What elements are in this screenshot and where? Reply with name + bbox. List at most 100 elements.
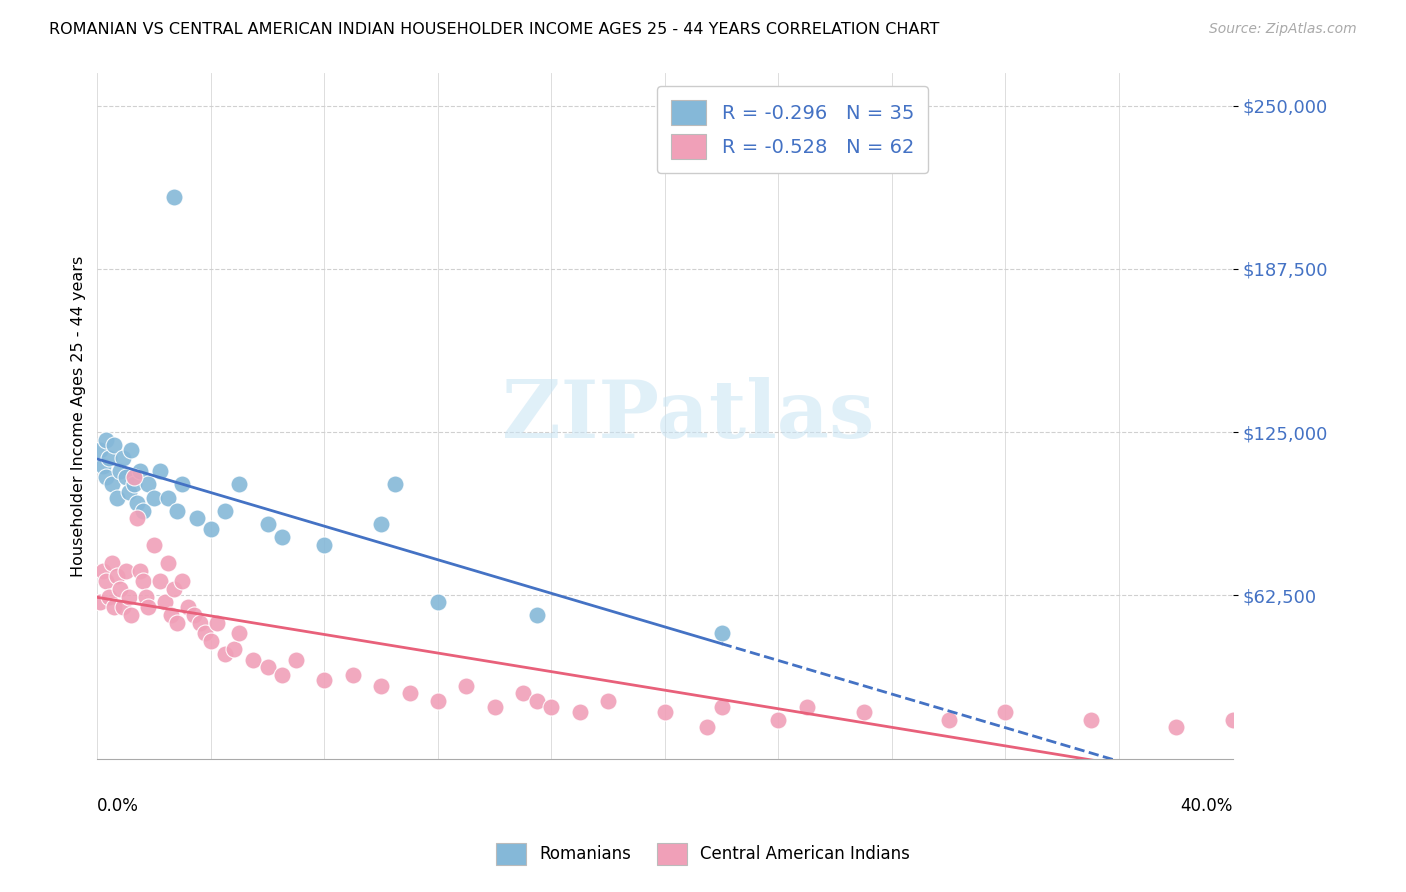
Point — [598, 694, 620, 708]
Point — [97, 451, 120, 466]
Point — [163, 582, 186, 596]
Point — [370, 516, 392, 531]
Point — [512, 686, 534, 700]
Point — [157, 491, 180, 505]
Point — [114, 564, 136, 578]
Point — [242, 652, 264, 666]
Point — [270, 530, 292, 544]
Point — [796, 699, 818, 714]
Point — [342, 668, 364, 682]
Point — [256, 516, 278, 531]
Point — [132, 574, 155, 588]
Text: 40.0%: 40.0% — [1180, 797, 1233, 814]
Point — [186, 511, 208, 525]
Point — [108, 464, 131, 478]
Point — [91, 459, 114, 474]
Point — [120, 443, 142, 458]
Text: ZIPatlas: ZIPatlas — [502, 377, 873, 455]
Point — [526, 608, 548, 623]
Point — [568, 705, 591, 719]
Point — [103, 600, 125, 615]
Point — [143, 537, 166, 551]
Point — [100, 477, 122, 491]
Point — [994, 705, 1017, 719]
Point — [314, 537, 336, 551]
Point — [91, 564, 114, 578]
Point — [540, 699, 562, 714]
Point — [129, 564, 152, 578]
Point — [256, 660, 278, 674]
Point — [194, 626, 217, 640]
Point — [103, 438, 125, 452]
Text: 0.0%: 0.0% — [97, 797, 139, 814]
Point — [94, 469, 117, 483]
Legend: R = -0.296   N = 35, R = -0.528   N = 62: R = -0.296 N = 35, R = -0.528 N = 62 — [658, 87, 928, 173]
Point — [100, 556, 122, 570]
Text: Source: ZipAtlas.com: Source: ZipAtlas.com — [1209, 22, 1357, 37]
Point — [710, 699, 733, 714]
Point — [1222, 713, 1244, 727]
Point — [1080, 713, 1102, 727]
Point — [89, 595, 111, 609]
Point — [1164, 721, 1187, 735]
Point — [222, 642, 245, 657]
Text: ROMANIAN VS CENTRAL AMERICAN INDIAN HOUSEHOLDER INCOME AGES 25 - 44 YEARS CORREL: ROMANIAN VS CENTRAL AMERICAN INDIAN HOUS… — [49, 22, 939, 37]
Point — [166, 615, 188, 630]
Point — [484, 699, 506, 714]
Point — [125, 511, 148, 525]
Point — [270, 668, 292, 682]
Point — [117, 485, 139, 500]
Point — [97, 590, 120, 604]
Point — [710, 626, 733, 640]
Point — [200, 522, 222, 536]
Point — [456, 679, 478, 693]
Point — [188, 615, 211, 630]
Point — [129, 464, 152, 478]
Point — [117, 590, 139, 604]
Point — [163, 190, 186, 204]
Point — [132, 503, 155, 517]
Point — [138, 477, 160, 491]
Point — [370, 679, 392, 693]
Point — [214, 503, 236, 517]
Point — [149, 464, 172, 478]
Point — [114, 469, 136, 483]
Point — [138, 600, 160, 615]
Point — [183, 608, 205, 623]
Point — [172, 574, 194, 588]
Point — [111, 451, 134, 466]
Point — [94, 433, 117, 447]
Point — [314, 673, 336, 688]
Point — [228, 626, 250, 640]
Point — [160, 608, 183, 623]
Point — [938, 713, 960, 727]
Point — [157, 556, 180, 570]
Point — [654, 705, 676, 719]
Point — [94, 574, 117, 588]
Point — [426, 595, 449, 609]
Point — [105, 569, 128, 583]
Point — [122, 469, 145, 483]
Point — [135, 590, 157, 604]
Point — [155, 595, 177, 609]
Point — [285, 652, 308, 666]
Point — [122, 477, 145, 491]
Point — [200, 634, 222, 648]
Point — [125, 496, 148, 510]
Point — [111, 600, 134, 615]
Point — [768, 713, 790, 727]
Point — [177, 600, 200, 615]
Point — [166, 503, 188, 517]
Point — [214, 647, 236, 661]
Point — [143, 491, 166, 505]
Point — [384, 477, 406, 491]
Point — [105, 491, 128, 505]
Point — [89, 443, 111, 458]
Point — [149, 574, 172, 588]
Point — [398, 686, 420, 700]
Point — [205, 615, 228, 630]
Point — [852, 705, 875, 719]
Legend: Romanians, Central American Indians: Romanians, Central American Indians — [488, 835, 918, 873]
Point — [120, 608, 142, 623]
Point — [172, 477, 194, 491]
